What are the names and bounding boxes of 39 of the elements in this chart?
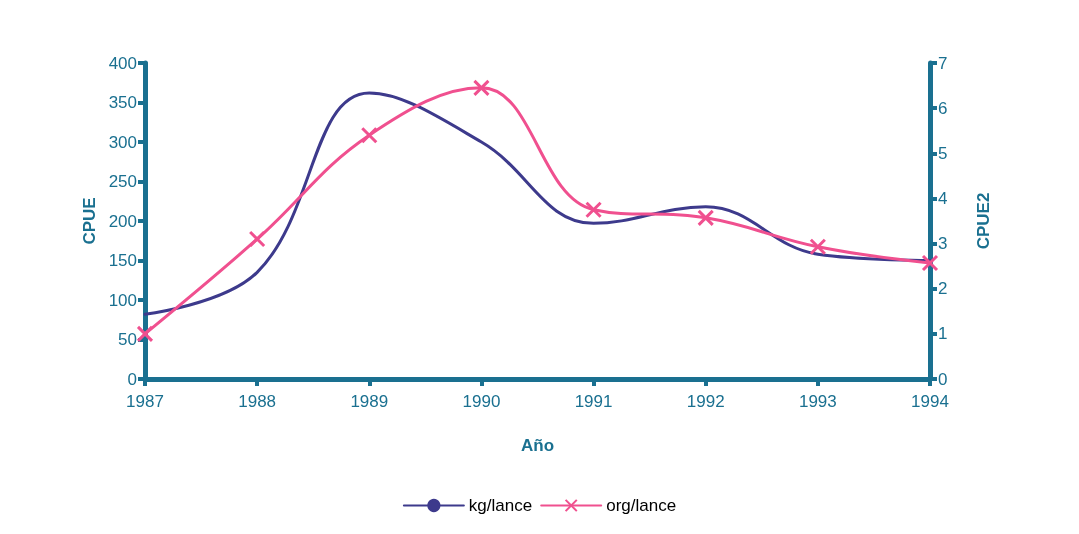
y2-axis-title: CPUE2 xyxy=(974,192,993,250)
y-tick-label: 100 xyxy=(108,290,137,310)
x-axis-title: Año xyxy=(520,436,555,455)
y-tick-label: 250 xyxy=(108,172,137,191)
y-tick-label: 150 xyxy=(108,251,137,270)
x-tick-label: 1994 xyxy=(911,392,949,411)
x-tick-label: 1992 xyxy=(686,392,725,411)
point xyxy=(360,126,378,144)
y2-tick-label: 4 xyxy=(938,188,948,208)
x-tick-label: 1991 xyxy=(574,392,613,411)
y2-tick-label: 3 xyxy=(938,234,948,254)
y2-tick-label: 7 xyxy=(938,53,948,73)
y-tick-label: 0 xyxy=(127,369,137,389)
y2-tick-label: 0 xyxy=(938,369,948,389)
x-tick-label: 1988 xyxy=(238,392,277,411)
y-tick-label: 350 xyxy=(108,93,137,112)
point xyxy=(585,201,603,219)
y-axis-title: CPUE xyxy=(79,197,99,245)
y2-tick-label: 6 xyxy=(938,98,948,118)
y2-tick-label: 5 xyxy=(938,143,948,163)
legend-label: org/lance xyxy=(606,496,677,515)
x-tick-label: 1993 xyxy=(798,392,837,411)
point xyxy=(809,238,827,256)
y-tick-label: 50 xyxy=(118,330,137,349)
x-tick-label: 1989 xyxy=(350,392,389,411)
y-tick-label: 300 xyxy=(108,132,137,152)
y2-tick-label: 1 xyxy=(938,324,948,344)
legend-label: kg/lance xyxy=(468,496,533,515)
point xyxy=(248,230,266,248)
point xyxy=(472,79,490,97)
point xyxy=(921,254,939,272)
x-tick-label: 1990 xyxy=(462,392,501,411)
x-tick-label: 1987 xyxy=(126,392,164,411)
point xyxy=(697,209,715,227)
y-tick-label: 200 xyxy=(108,211,137,231)
y-tick-label: 400 xyxy=(108,53,137,73)
y2-tick-label: 2 xyxy=(938,279,948,299)
point xyxy=(136,325,154,343)
line-series xyxy=(143,91,932,316)
